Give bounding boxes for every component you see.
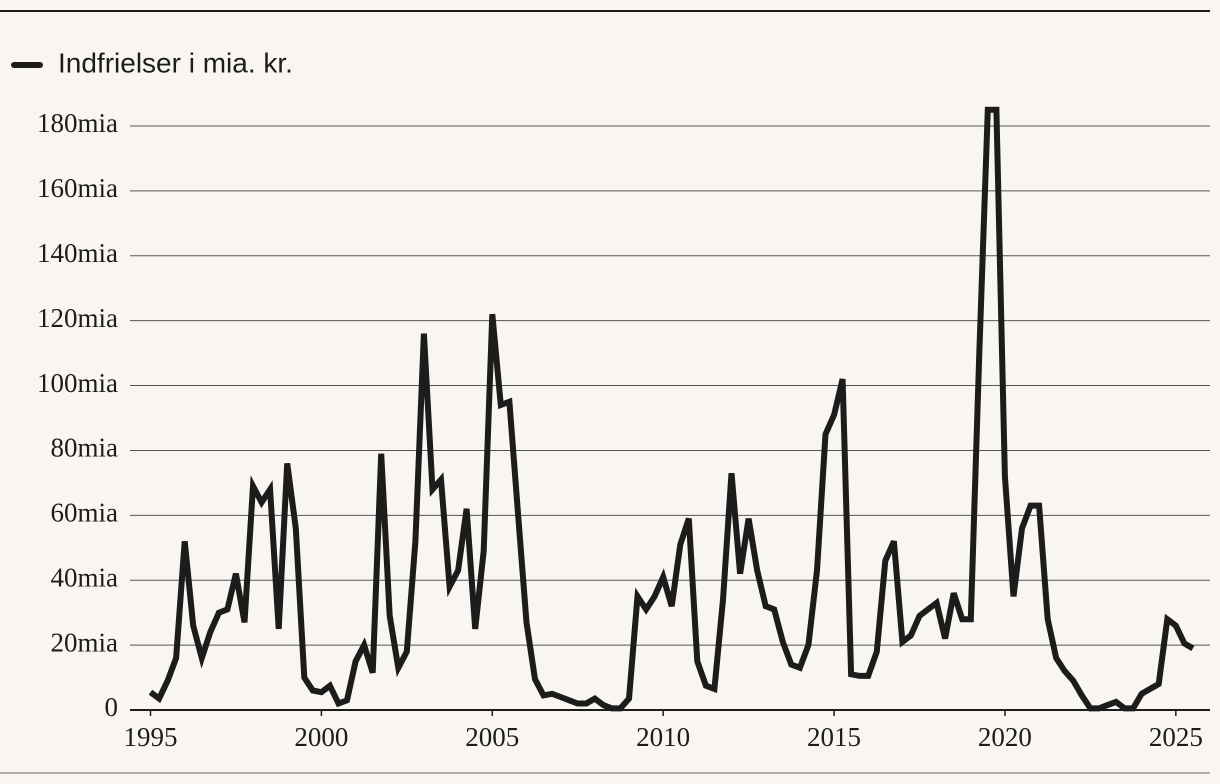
y-tick-label: 20mia	[51, 627, 119, 657]
x-tick-label: 2005	[465, 722, 519, 752]
y-tick-label: 60mia	[51, 498, 119, 528]
x-tick-label: 2015	[807, 722, 861, 752]
y-tick-label: 120mia	[37, 303, 118, 333]
y-tick-label: 40mia	[51, 562, 119, 592]
y-tick-label: 0	[105, 692, 119, 722]
x-tick-label: 1995	[124, 722, 178, 752]
y-tick-label: 180mia	[37, 108, 118, 138]
x-tick-label: 2020	[978, 722, 1032, 752]
x-tick-label: 2010	[636, 722, 690, 752]
x-tick-label: 2000	[294, 722, 348, 752]
x-tick-label: 2025	[1149, 722, 1203, 752]
legend-label: Indfrielser i mia. kr.	[58, 47, 293, 78]
y-tick-label: 160mia	[37, 173, 118, 203]
y-tick-label: 80mia	[51, 433, 119, 463]
y-tick-label: 100mia	[37, 368, 118, 398]
y-tick-label: 140mia	[37, 238, 118, 268]
line	[148, 106, 1195, 712]
